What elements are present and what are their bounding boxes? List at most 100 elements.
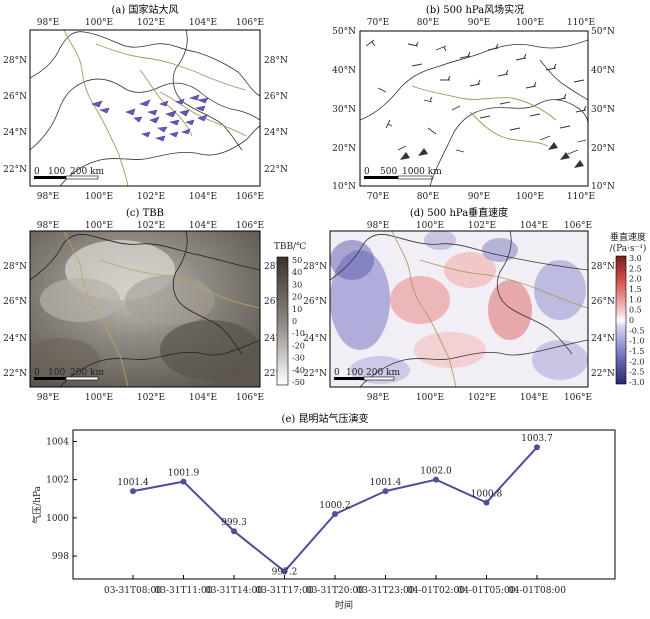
panel-d: (d) 500 hPa垂直速度 98°E 100°E 102°E 104° [303, 206, 646, 403]
panel-d-colorbar-tick-3: 1.5 [629, 285, 642, 294]
panel-c-scale-2: 200 km [70, 368, 104, 378]
panel-d-lat-left-0: 28°N [303, 262, 327, 272]
data-point-7 [483, 499, 490, 506]
panel-b-lat-left-1: 40°N [332, 66, 356, 76]
panel-a-lon-bottom-2: 102°E [137, 192, 165, 202]
data-point-2 [231, 528, 237, 535]
panel-c-colorbar-tick-2: 30 [292, 280, 302, 289]
panel-c-colorbar-tick-3: 20 [292, 293, 302, 302]
panel-a-map-bg [30, 30, 260, 186]
panel-c-colorbar-tick-7: -20 [292, 341, 305, 350]
panel-b-lat-right-0: 50°N [591, 27, 615, 37]
chart-y-label: 气压/hPa [31, 485, 43, 523]
panel-c-lat-right-1: 26°N [264, 297, 288, 307]
panel-b-lat-left-4: 10°N [332, 182, 356, 192]
panel-d-colorbar-label-2: /(Pa·s⁻¹) [610, 243, 647, 254]
panel-b-lat-right-3: 20°N [591, 144, 615, 154]
panel-c-lon-bottom-0: 98°E [37, 393, 60, 403]
panel-d-lat-left-1: 26°N [303, 297, 327, 307]
data-point-1 [180, 478, 187, 485]
panel-b-lat-right-1: 40°N [591, 66, 615, 76]
panel-c-lon-top-1: 100°E [85, 221, 113, 231]
x-tick-label-8: 04-01T08:00 [508, 586, 566, 596]
panel-a-lon-top-1: 100°E [85, 18, 113, 28]
panel-b-lat-right-2: 30°N [591, 105, 615, 115]
panel-b-lat-left-3: 20°N [332, 144, 356, 154]
panel-b-lon-top-4: 110°E [567, 18, 595, 28]
panel-d-scale-2: 200 km [366, 368, 400, 378]
panel-c-lon-top-0: 98°E [37, 221, 60, 231]
chart-plot-frame [72, 429, 616, 580]
panel-b-lon-top-1: 80°E [417, 18, 440, 28]
panel-d-lon-top-4: 106°E [564, 221, 592, 231]
panel-a-lon-bottom-1: 100°E [85, 192, 113, 202]
panel-a-lon-bottom-4: 106°E [236, 192, 264, 202]
panel-d-lon-bottom: 98°E 100°E 102°E 104°E 106°E [367, 393, 592, 403]
panel-a-scale-bar: 0 100 200 km [34, 167, 104, 180]
panel-d-scale-0: 0 [334, 368, 340, 378]
panel-c-colorbar-tick-6: -10 [292, 329, 305, 338]
panel-c-scale-0: 0 [34, 368, 40, 378]
panel-d-colorbar-tick-0: 3.0 [629, 254, 642, 263]
panel-d-lon-top-0: 98°E [367, 221, 390, 231]
data-label-5: 1001.4 [370, 478, 402, 488]
panel-d-colorbar-tick-9: -1.5 [629, 347, 644, 356]
panel-c-lon-bottom: 98°E 100°E 102°E 104°E 106°E [37, 393, 264, 403]
panel-a-lon-bottom-0: 98°E [37, 192, 60, 202]
panel-d-colorbar: 垂直速度 /(Pa·s⁻¹) 3.02.5 2.01.51.0 0.50-0.5 -1… [610, 231, 647, 387]
panel-c-lon-bottom-1: 100°E [85, 393, 113, 403]
panel-d-colorbar-label-1: 垂直速度 [610, 231, 646, 243]
panel-c-lat-left-2: 24°N [3, 334, 27, 344]
panel-c-colorbar-label: TBB/℃ [274, 242, 306, 252]
panel-a-lat-left-1: 26°N [3, 92, 27, 102]
panel-a-lon-top: 98°E 100°E 102°E 104°E 106°E [37, 18, 264, 28]
panel-a: (a) 国家站大风 [3, 3, 288, 202]
panel-d-lon-bottom-1: 100°E [416, 393, 444, 403]
panel-c-lat-left-1: 26°N [3, 297, 27, 307]
panel-c-lon-top-3: 104°E [189, 221, 217, 231]
chart-points [130, 444, 540, 575]
panel-a-lon-top-0: 98°E [37, 18, 60, 28]
chart-x-label: 时间 [335, 599, 353, 611]
panel-b-lon-bottom-2: 90°E [468, 192, 491, 202]
panel-c-scale-1: 100 [48, 368, 65, 378]
panel-c-lat-left-3: 22°N [3, 369, 27, 379]
panel-b-lon-top-0: 70°E [367, 18, 390, 28]
panel-a-lat-left-3: 22°N [3, 165, 27, 175]
data-point-6 [433, 476, 439, 483]
panel-b-wind-flags [400, 142, 584, 168]
panel-b-lat-left-0: 50°N [332, 27, 356, 37]
panel-d-colorbar-tick-8: -1.0 [629, 337, 644, 346]
chart-title: (e) 昆明站气压演变 [282, 412, 369, 425]
data-point-4 [332, 511, 338, 518]
data-label-3: 997.2 [272, 567, 298, 577]
panel-d-lat-right-3: 22°N [591, 369, 615, 379]
x-tick-label-3: 03-31T17:00 [256, 586, 314, 596]
panel-a-lat-right: 28°N 26°N 24°N 22°N [264, 56, 288, 175]
panel-d-scale-1: 100 [346, 368, 363, 378]
panel-c-colorbar-tick-8: -30 [292, 354, 305, 363]
data-point-8 [534, 444, 540, 451]
panel-a-lon-top-3: 104°E [189, 18, 217, 28]
panel-c-colorbar-tick-5: 0 [292, 317, 297, 326]
panel-d-lon-top-3: 104°E [520, 221, 548, 231]
data-label-2: 999.3 [221, 518, 247, 528]
panel-d-lon-top: 98°E 100°E 102°E 104°E 106°E [367, 221, 592, 231]
data-label-6: 1002.0 [420, 467, 452, 477]
panel-c-colorbar-tick-4: 10 [292, 305, 302, 314]
panel-d-lon-top-1: 100°E [416, 221, 444, 231]
x-tick-label-6: 04-01T02:00 [407, 586, 465, 596]
panel-c-lat-right-0: 28°N [264, 262, 288, 272]
panel-c-scale-bar: 0 100 200 km [34, 368, 104, 381]
panel-a-wind-barbs [91, 94, 209, 142]
x-tick-label-1: 03-31T11:00 [155, 586, 213, 596]
y-tick-label-1: 1000 [46, 514, 69, 524]
panel-d-colorbar-tick-5: 0.5 [629, 306, 642, 315]
panel-c-colorbar: TBB/℃ 50 40 30 20 10 0 -10 -20 -30 -40 -50 [274, 242, 306, 387]
panel-d-colorbar-ticks: 3.02.5 2.01.51.0 0.50-0.5 -1.0-1.5-2.0 -2.5-… [629, 254, 644, 387]
panel-a-lat-right-1: 26°N [264, 92, 288, 102]
panel-b-scale-2: 1000 km [402, 167, 442, 177]
data-point-5 [382, 488, 389, 495]
panel-c-colorbar-ticks: 50 40 30 20 10 0 -10 -20 -30 -40 -50 [292, 256, 305, 387]
